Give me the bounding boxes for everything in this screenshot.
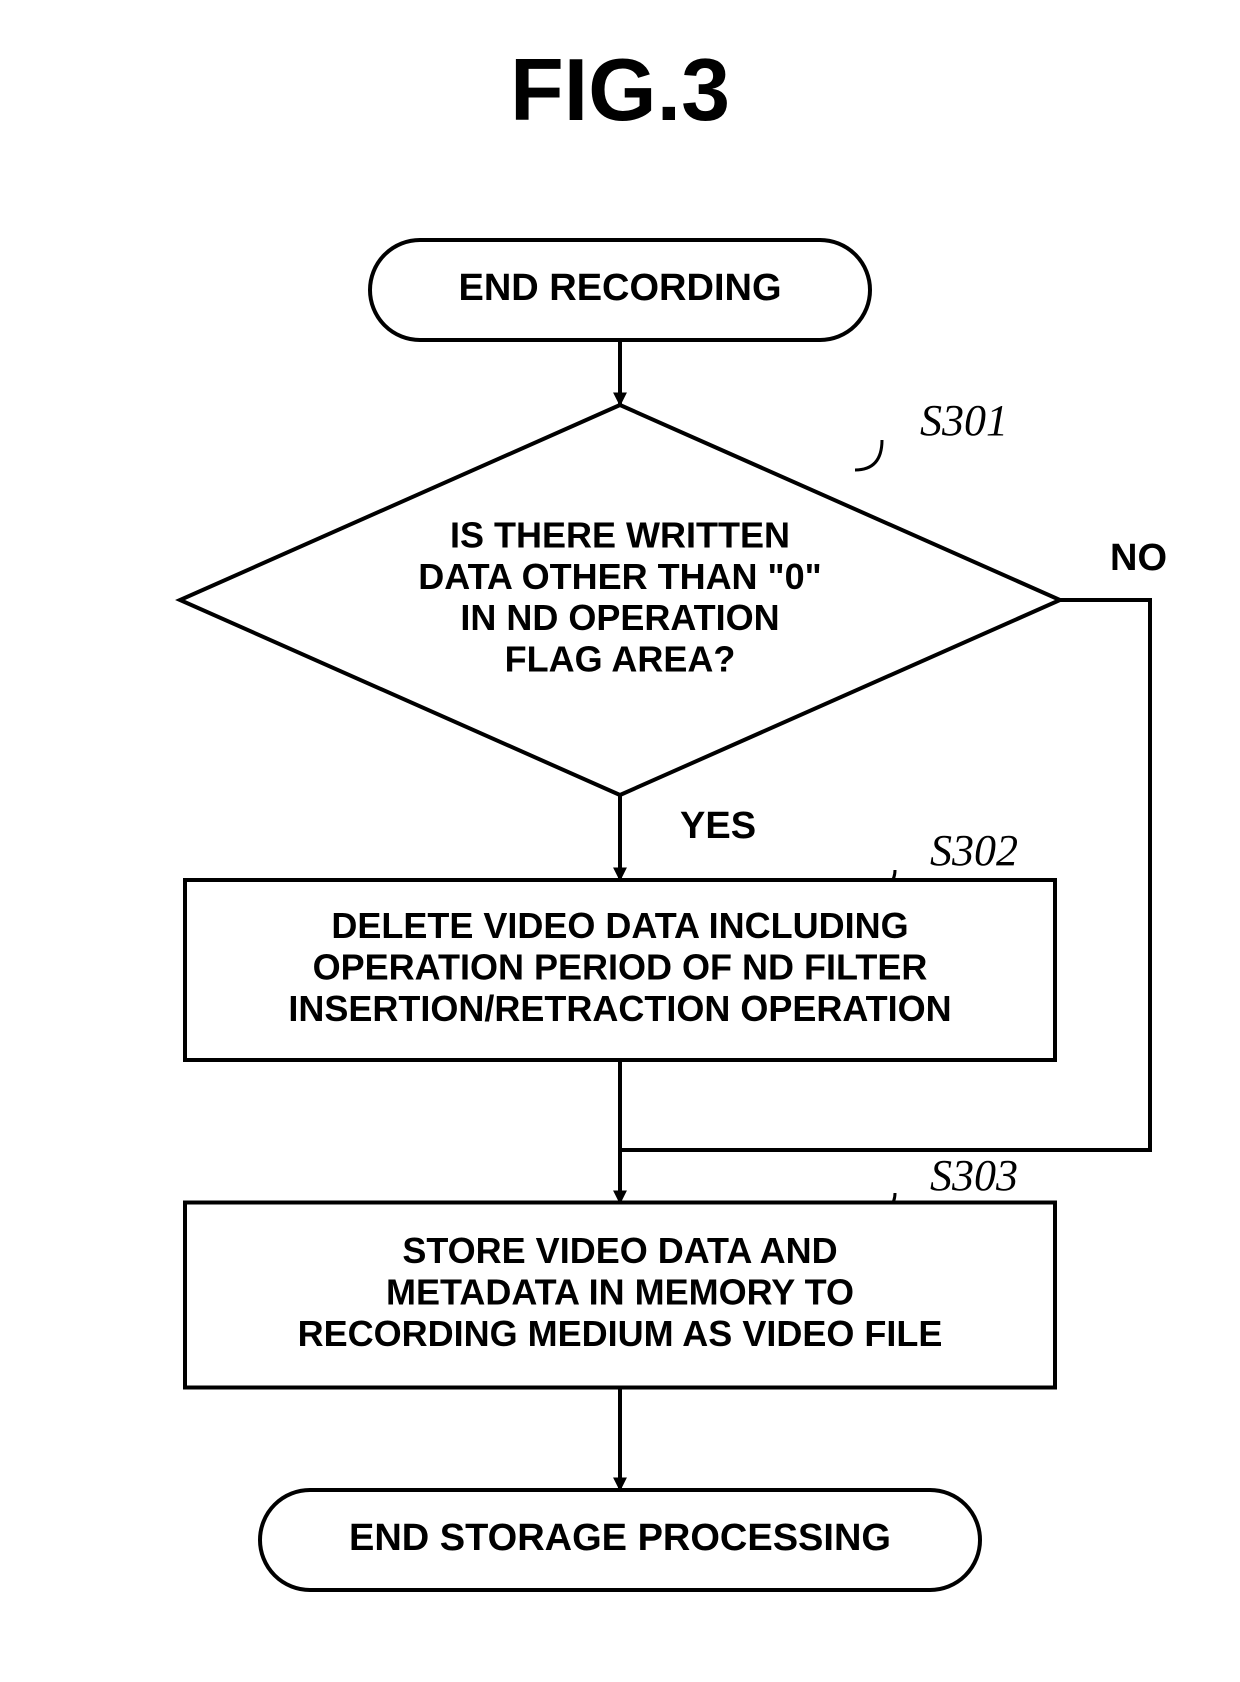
node-text-line: IS THERE WRITTEN: [450, 514, 790, 555]
label-leader: [855, 440, 882, 470]
node-text-line: END RECORDING: [458, 267, 781, 309]
node-text-line: STORE VIDEO DATA AND: [402, 1230, 837, 1271]
node-text-line: OPERATION PERIOD OF ND FILTER: [313, 947, 928, 988]
step-label: S301: [920, 396, 1008, 445]
step-label: S303: [930, 1151, 1018, 1200]
node-text-line: IN ND OPERATION: [460, 597, 779, 638]
step-label: S302: [930, 826, 1018, 875]
figure-title: FIG.3: [510, 40, 730, 139]
node-text-line: FLAG AREA?: [505, 639, 736, 680]
node-text-line: END STORAGE PROCESSING: [349, 1517, 891, 1559]
node-text-line: DATA OTHER THAN "0": [418, 556, 821, 597]
branch-label-no: NO: [1110, 537, 1167, 579]
node-text-line: INSERTION/RETRACTION OPERATION: [288, 988, 951, 1029]
node-text-line: RECORDING MEDIUM AS VIDEO FILE: [298, 1313, 943, 1354]
flowchart: FIG.3 END RECORDING IS THERE WRITTENDATA O…: [0, 0, 1240, 1682]
node-text-line: DELETE VIDEO DATA INCLUDING: [331, 905, 908, 946]
branch-label-yes: YES: [680, 805, 756, 847]
node-text-line: METADATA IN MEMORY TO: [386, 1272, 854, 1313]
